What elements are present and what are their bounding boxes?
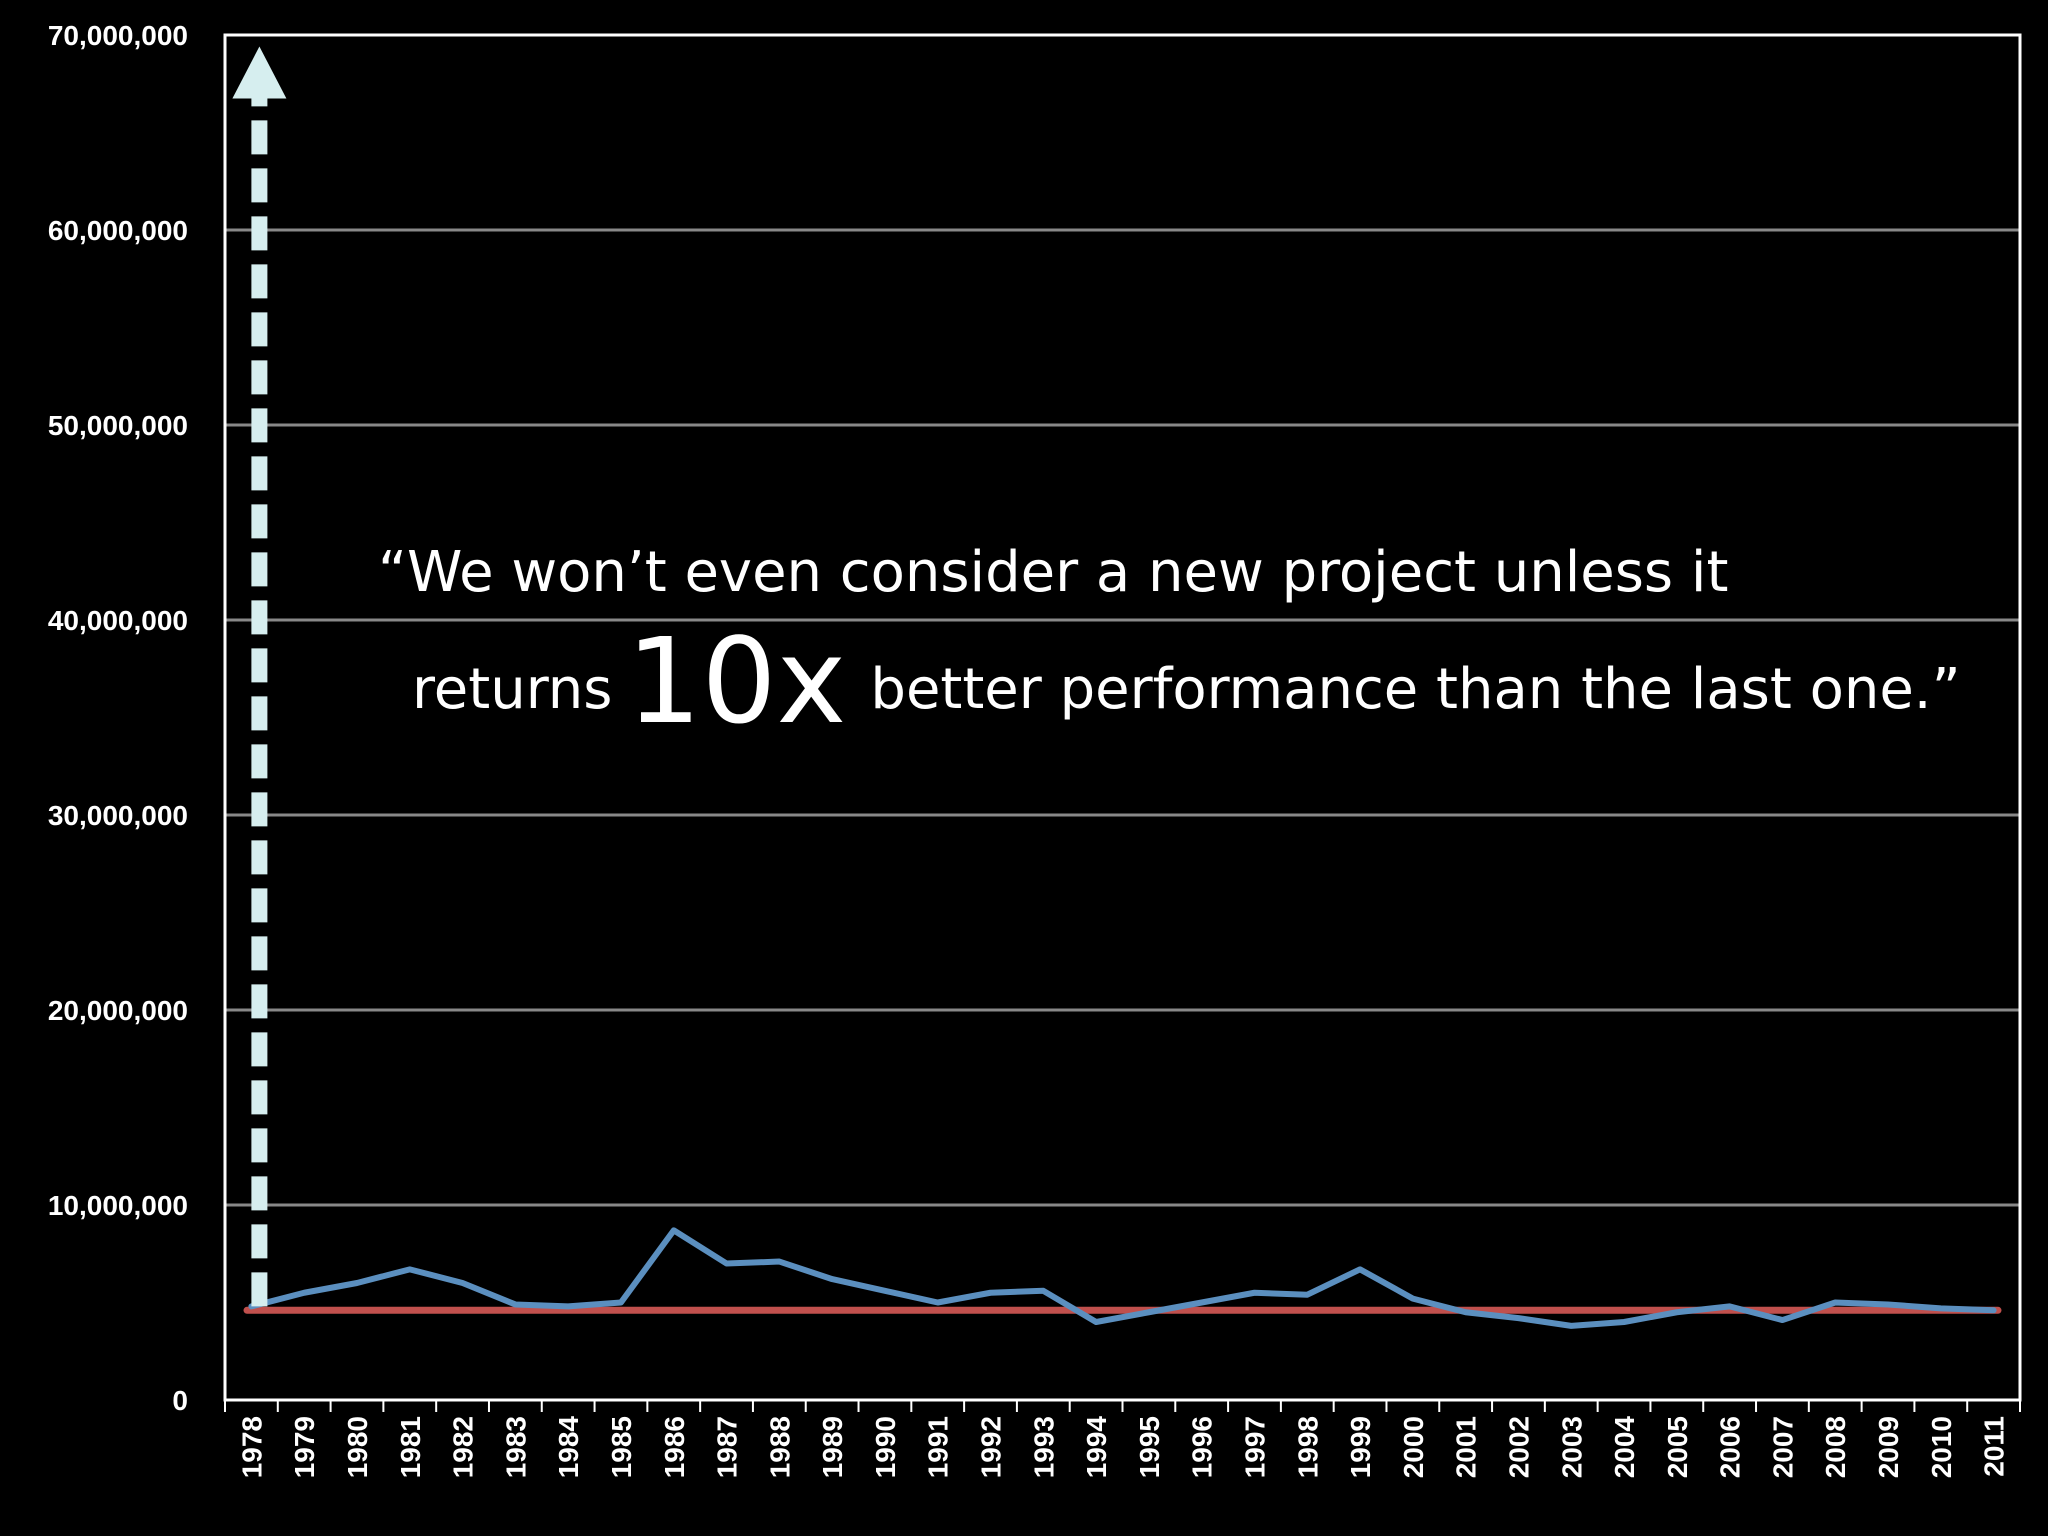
series-line-blue — [248, 1227, 1997, 1329]
quote-line-1: “We won’t even consider a new project un… — [378, 540, 1729, 605]
x-tick-label: 1993 — [1028, 1416, 1059, 1478]
x-tick-label: 2010 — [1926, 1416, 1957, 1478]
dashed-arrow — [232, 46, 287, 1307]
x-tick-label: 2000 — [1398, 1416, 1429, 1478]
x-tick-label: 2008 — [1820, 1416, 1851, 1478]
x-tick-label: 2001 — [1451, 1416, 1482, 1478]
x-tick-label: 1996 — [1187, 1416, 1218, 1478]
quote-suffix-text: better performance than the last one.” — [870, 656, 1961, 722]
x-tick-label: 1978 — [236, 1416, 267, 1478]
series-lines — [243, 1227, 2002, 1329]
x-tick-label: 1995 — [1134, 1416, 1165, 1478]
x-tick-label: 2007 — [1767, 1416, 1798, 1478]
x-tick-label: 1990 — [870, 1416, 901, 1478]
x-tick-label: 1981 — [395, 1416, 426, 1478]
y-tick-label: 0 — [172, 1385, 188, 1416]
x-tick-label: 2011 — [1979, 1416, 2010, 1477]
plot-area-frame — [223, 33, 2022, 1412]
x-tick-label: 1986 — [659, 1416, 690, 1478]
x-tick-label: 1998 — [1292, 1416, 1323, 1478]
x-tick-label: 2003 — [1556, 1416, 1587, 1478]
x-tick-label: 1987 — [712, 1416, 743, 1478]
y-axis-tick-labels: 0 10,000,000 20,000,000 30,000,000 40,000,00… — [48, 20, 188, 1416]
quote-10x-text: 10x — [626, 612, 847, 750]
y-tick-label: 60,000,000 — [48, 215, 188, 246]
y-tick-label: 10,000,000 — [48, 1190, 188, 1221]
y-tick-label: 40,000,000 — [48, 605, 188, 636]
x-tick-label: 1984 — [553, 1416, 584, 1479]
x-axis-tick-labels: 1978 1979 1980 1981 1982 1983 1984 1985 1986 1987… — [236, 1416, 2009, 1479]
x-tick-label: 2004 — [1609, 1416, 1640, 1479]
x-tick-label: 1997 — [1239, 1416, 1270, 1478]
x-tick-label: 1988 — [764, 1416, 795, 1478]
x-tick-label: 1994 — [1081, 1416, 1112, 1479]
y-tick-label: 50,000,000 — [48, 410, 188, 441]
x-tick-label: 1991 — [923, 1416, 954, 1478]
x-tick-label: 1979 — [289, 1416, 320, 1478]
x-tick-label: 1983 — [500, 1416, 531, 1478]
gridlines — [225, 228, 2020, 1207]
x-tick-label: 1980 — [342, 1416, 373, 1478]
x-tick-label: 2002 — [1503, 1416, 1534, 1478]
y-tick-label: 70,000,000 — [48, 20, 188, 51]
x-tick-label: 1999 — [1345, 1416, 1376, 1478]
y-tick-label: 20,000,000 — [48, 995, 188, 1026]
quote-returns-text: returns — [412, 656, 613, 722]
x-tick-label: 1985 — [606, 1416, 637, 1478]
y-tick-label: 30,000,000 — [48, 800, 188, 831]
arrow-head — [232, 46, 287, 99]
x-tick-label: 2006 — [1715, 1416, 1746, 1478]
x-tick-label: 1982 — [448, 1416, 479, 1478]
x-tick-label: 2009 — [1873, 1416, 1904, 1478]
x-tick-label: 1989 — [817, 1416, 848, 1478]
x-tick-label: 2005 — [1662, 1416, 1693, 1478]
x-tick-label: 1992 — [976, 1416, 1007, 1478]
quote-line-2: returns 10x better performance than the la… — [412, 612, 1961, 750]
